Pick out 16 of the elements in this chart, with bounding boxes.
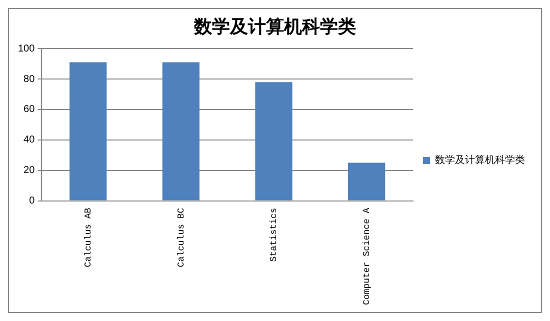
y-tick-label: 80 [24,74,36,85]
y-tick-label: 40 [24,134,36,146]
x-tick-label: Computer Science A [362,207,372,306]
bar [255,82,292,200]
bar [162,62,200,200]
legend-label: 数学及计算机科学类 [435,154,525,166]
y-tick-label: 100 [18,43,36,54]
y-tick-label: 20 [24,165,36,176]
chart-title: 数学及计算机科学类 [193,16,356,38]
bar [348,162,386,200]
x-tick-label: Calculus BC [176,207,186,268]
y-tick-label: 0 [29,196,36,207]
y-tick-label: 60 [24,104,36,116]
x-tick-label: Calculus AB [83,207,94,268]
bar [70,62,107,200]
x-tick-label: Statistics [269,208,280,262]
